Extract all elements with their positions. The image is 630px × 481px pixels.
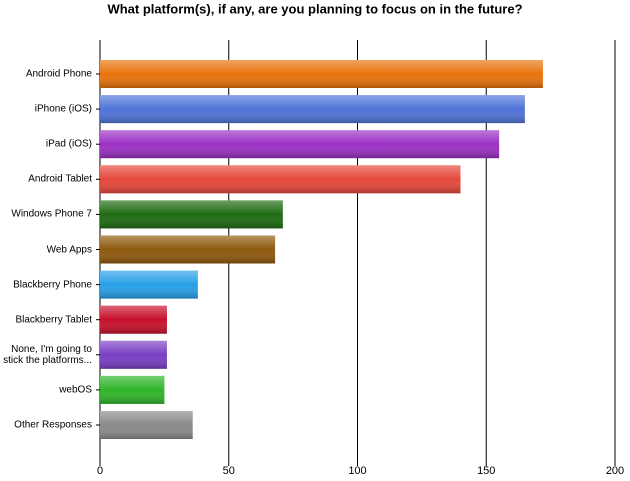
y-tick-label: Android Phone bbox=[25, 68, 92, 80]
x-tick-label: 50 bbox=[223, 465, 235, 477]
y-tick-label: Blackberry Phone bbox=[13, 279, 92, 291]
x-tick-label: 200 bbox=[606, 465, 624, 477]
bar-shine bbox=[100, 200, 283, 229]
y-tick-label: Blackberry Tablet bbox=[15, 314, 92, 326]
bar-shine bbox=[100, 95, 525, 124]
x-tick-label: 100 bbox=[348, 465, 366, 477]
bar-shine bbox=[100, 60, 543, 88]
x-tick-label: 150 bbox=[477, 465, 495, 477]
x-tick-label: 0 bbox=[97, 465, 103, 477]
y-tick-label: Android Tablet bbox=[28, 173, 92, 185]
chart-title: What platform(s), if any, are you planni… bbox=[107, 1, 522, 16]
bar-shine bbox=[100, 165, 461, 194]
y-tick-label: None, I'm going to stick the platforms..… bbox=[3, 343, 92, 366]
y-tick-label: Other Responses bbox=[14, 419, 92, 431]
y-tick-label: iPhone (iOS) bbox=[34, 103, 92, 115]
bar-shine bbox=[100, 411, 193, 439]
y-tick-label: Windows Phone 7 bbox=[11, 208, 92, 220]
bar-shine bbox=[100, 130, 500, 159]
y-tick-label: iPad (iOS) bbox=[45, 138, 92, 150]
bar-shine bbox=[100, 340, 167, 369]
bar-shine bbox=[100, 235, 276, 264]
bar-shine bbox=[100, 270, 198, 299]
y-tick-label: webOS bbox=[59, 384, 92, 396]
y-tick-label: Web Apps bbox=[46, 244, 92, 255]
bar-shine bbox=[100, 375, 165, 404]
bar-shine bbox=[100, 305, 167, 334]
